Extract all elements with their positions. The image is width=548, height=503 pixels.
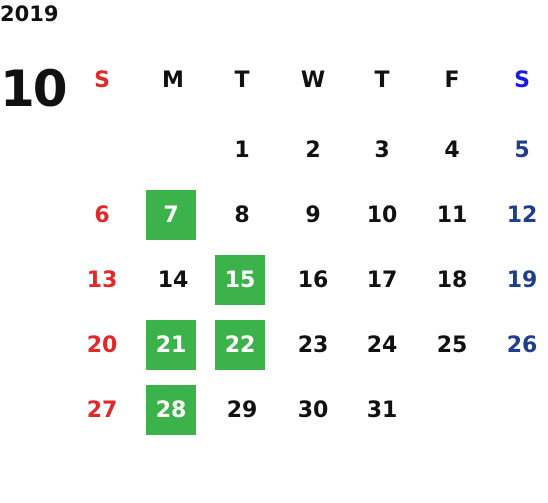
- weekday: S: [514, 67, 530, 93]
- weekday: T: [234, 67, 250, 93]
- day: 5: [514, 137, 530, 163]
- weekday: T: [374, 67, 390, 93]
- day: 8: [234, 202, 250, 228]
- day: 4: [444, 137, 460, 163]
- day: 26: [506, 332, 538, 358]
- weekday: F: [444, 67, 460, 93]
- day: 17: [366, 267, 398, 293]
- day: 16: [297, 267, 329, 293]
- weekday: W: [300, 67, 326, 93]
- day: 30: [297, 397, 329, 423]
- day: 21: [146, 320, 196, 370]
- day: 6: [94, 202, 110, 228]
- weekday: M: [162, 67, 184, 93]
- day: 7: [146, 190, 196, 240]
- day: 29: [226, 397, 258, 423]
- day: 13: [86, 267, 118, 293]
- day: 10: [366, 202, 398, 228]
- day: 9: [305, 202, 321, 228]
- day: 27: [86, 397, 118, 423]
- month: 10: [0, 60, 68, 118]
- day: 15: [215, 255, 265, 305]
- day: 20: [86, 332, 118, 358]
- weekday: S: [94, 67, 110, 93]
- day: 31: [366, 397, 398, 423]
- day: 14: [157, 267, 189, 293]
- day: 19: [506, 267, 538, 293]
- day: 11: [436, 202, 468, 228]
- day: 23: [297, 332, 329, 358]
- day: 28: [146, 385, 196, 435]
- day: 2: [305, 137, 321, 163]
- day: 3: [374, 137, 390, 163]
- day: 22: [215, 320, 265, 370]
- day: 24: [366, 332, 398, 358]
- year: 2019: [0, 2, 59, 26]
- day: 18: [436, 267, 468, 293]
- day: 12: [506, 202, 538, 228]
- day: 1: [234, 137, 250, 163]
- day: 25: [436, 332, 468, 358]
